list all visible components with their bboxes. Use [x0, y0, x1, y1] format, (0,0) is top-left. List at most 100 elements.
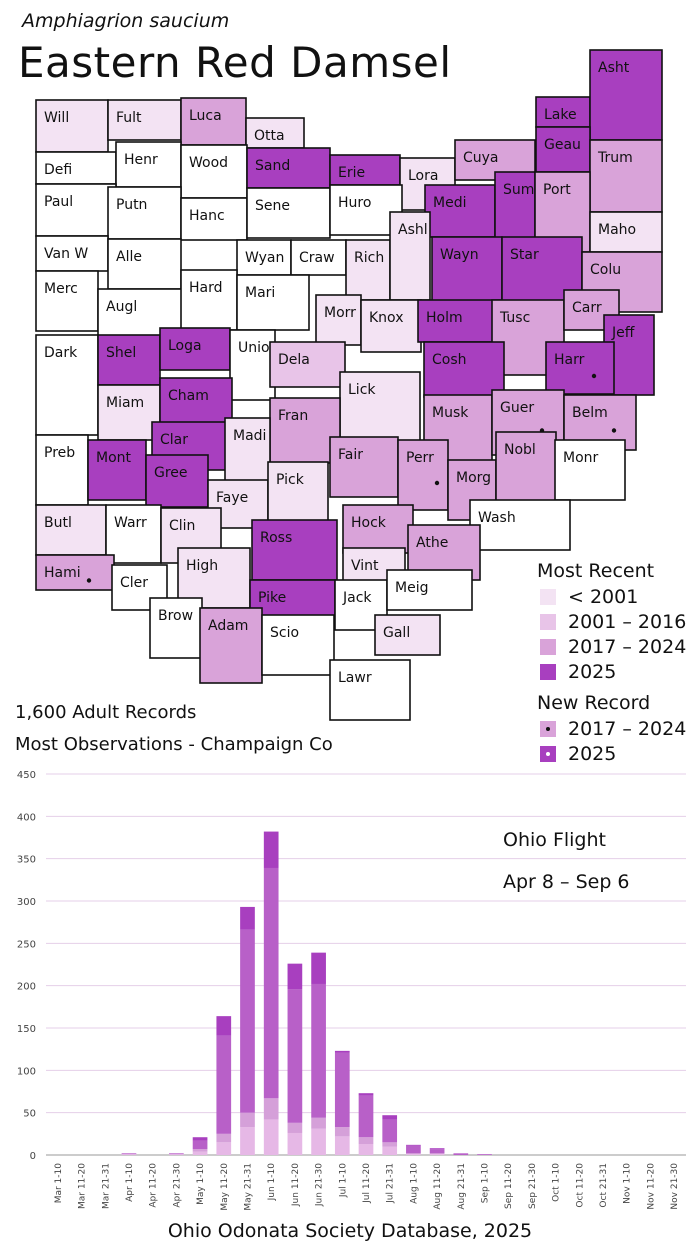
county-dela: Dela: [269, 341, 346, 388]
legend-item: 2001 – 2016: [540, 611, 686, 633]
legend-dot: [546, 727, 550, 731]
county-fran: Fran: [269, 397, 341, 464]
y-tick-label: 450: [17, 770, 36, 781]
county-nobl: Nobl: [495, 431, 557, 503]
county-label: Lick: [348, 382, 376, 398]
county-label: Putn: [116, 197, 147, 213]
legend-item: 2017 – 2024: [540, 636, 686, 658]
bar-segment: [334, 1136, 350, 1155]
county-monr: Monr: [554, 439, 626, 501]
bar-segment: [311, 1128, 326, 1155]
bar-segment: [169, 1153, 184, 1155]
county-label: Belm: [572, 405, 608, 421]
county-label: Rich: [354, 250, 384, 266]
bar-segment: [121, 1153, 137, 1155]
county-label: Maho: [598, 222, 636, 238]
county-label: Colu: [590, 262, 621, 278]
county-label: Craw: [299, 250, 335, 266]
county-label: Miam: [106, 395, 144, 411]
bar-segment: [429, 1149, 445, 1154]
county-label: Merc: [44, 281, 78, 297]
county-label: Shel: [106, 345, 136, 361]
county-mari: Mari: [236, 274, 310, 331]
county-label: Holm: [426, 310, 463, 326]
bar-segment: [240, 929, 255, 1113]
county-brow: Brow: [149, 597, 203, 659]
common-name: Eastern Red Damsel: [18, 38, 452, 87]
county-label: Medi: [433, 195, 466, 211]
county-knox: Knox: [360, 299, 422, 353]
county-label: Asht: [598, 60, 630, 76]
county-label: Jack: [342, 590, 372, 606]
bar-segment: [311, 952, 326, 984]
county-augl: Augl: [97, 288, 184, 340]
county-preb: Preb: [35, 434, 89, 506]
legend-swatch: [540, 746, 556, 762]
x-tick-label: Oct 21-31: [599, 1163, 609, 1208]
county-label: Wood: [189, 155, 228, 171]
county-label: Geau: [544, 137, 581, 153]
legend-label: < 2001: [568, 586, 639, 608]
county-pick: Pick: [267, 461, 329, 525]
bar-segment: [311, 1117, 326, 1129]
county-label: Harr: [554, 352, 585, 368]
county-warr: Warr: [105, 504, 162, 564]
county-label: Brow: [158, 608, 193, 624]
county-label: High: [186, 558, 218, 574]
new-record-marker: [434, 480, 440, 486]
county-scio: Scio: [261, 614, 335, 676]
county-perr: Perr: [397, 439, 449, 511]
county-label: Knox: [369, 310, 403, 326]
x-tick-label: Jun 11-20: [291, 1163, 301, 1207]
county-label: Cosh: [432, 352, 467, 368]
county-cham: Cham: [159, 377, 233, 424]
county-label: Butl: [44, 515, 72, 531]
x-tick-label: Apr 21-30: [172, 1163, 182, 1208]
bar-segment: [263, 867, 279, 1099]
county-trum: Trum: [589, 139, 663, 213]
y-tick-label: 50: [23, 1109, 36, 1120]
bar-segment: [358, 1137, 374, 1144]
county-label: Will: [44, 110, 69, 126]
county-cosh: Cosh: [423, 341, 505, 398]
county-dark: Dark: [35, 334, 99, 436]
bar-segment: [263, 831, 279, 868]
legend-swatch: [540, 589, 556, 605]
county-label: Mari: [245, 285, 275, 301]
county-label: Gall: [383, 625, 410, 641]
county-luca: Luca: [180, 97, 247, 146]
county-label: Trum: [597, 150, 633, 166]
x-tick-label: Mar 21-31: [101, 1163, 111, 1209]
bar-segment: [429, 1154, 445, 1155]
county-holm: Holm: [417, 299, 501, 343]
county-shel: Shel: [97, 334, 161, 386]
county-maho: Maho: [589, 211, 663, 253]
bar-segment: [287, 963, 303, 990]
bar-segment: [358, 1093, 374, 1096]
county-label: Sene: [255, 198, 290, 214]
county-label: Pike: [258, 590, 286, 606]
county-label: Mont: [96, 450, 132, 466]
x-tick-label: Aug 1-10: [409, 1163, 419, 1204]
bar-segment: [406, 1145, 421, 1154]
county-label: Augl: [106, 299, 137, 315]
y-tick-label: 300: [17, 897, 36, 908]
county-label: Monr: [563, 450, 599, 466]
bar-segment: [334, 1050, 350, 1053]
county-label: Sand: [255, 158, 290, 174]
x-tick-label: Sep 21-30: [528, 1163, 538, 1209]
county-label: Nobl: [504, 442, 536, 458]
county-label: Athe: [416, 535, 448, 551]
y-tick-label: 100: [17, 1066, 36, 1077]
county-label: Morg: [456, 470, 491, 486]
bar-segment: [477, 1154, 492, 1155]
county-label: Cler: [120, 575, 148, 591]
flight-period-chart: 0 50 100 150 200 250 300 350 400 450 Mar 1-10 Mar 1…: [17, 770, 686, 1211]
x-tick-label: May 21-31: [243, 1163, 253, 1211]
county-label: Hanc: [189, 208, 225, 224]
flight-range: Apr 8 – Sep 6: [503, 871, 630, 893]
y-tick-label: 200: [17, 982, 36, 993]
county-sene: Sene: [246, 187, 331, 239]
county-label: Lake: [544, 107, 577, 123]
county-label: Faye: [216, 490, 248, 506]
